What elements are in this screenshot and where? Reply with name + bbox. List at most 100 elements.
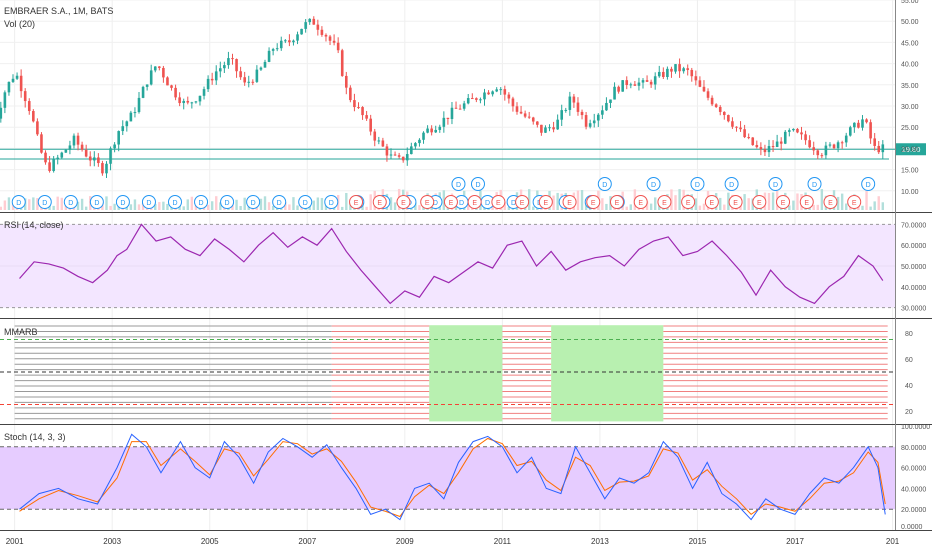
volume-bar [674,195,677,210]
candle-body [349,87,352,101]
earnings-marker [681,195,696,209]
candle-body [446,117,450,119]
volume-bar [727,192,730,210]
candle-body [36,121,39,135]
volume-label: Vol (20) [4,19,36,29]
candle-body [576,102,580,112]
candle-body [235,59,238,72]
candle-body [605,102,608,111]
candle-body [263,61,267,68]
volume-bar [576,190,580,210]
volume-bar [629,204,633,210]
candle-body [133,112,137,114]
volume-bar [11,203,15,210]
dividend-marker [272,195,287,209]
stoch-tick-label: 0.0000 [901,524,923,531]
price-pane[interactable]: DDDDDDDDDDDDDDDDDDDDDDDDDEEEEEEEEEEEEEEE… [0,16,926,210]
candle-body [568,96,572,110]
earnings-marker [491,195,506,209]
candle-body [385,146,389,156]
dividend-marker [115,195,130,209]
volume-bar [162,201,165,210]
candle-body [438,126,442,130]
candle-body [503,89,507,95]
volume-bar [60,197,63,210]
candle-body [523,113,527,117]
candle-body [52,159,55,171]
earnings-marker [799,195,814,209]
candle-body [210,78,214,81]
candle-body [674,64,677,72]
earnings-marker [586,195,601,209]
earnings-marker-label: E [852,200,857,207]
candle-body [763,149,767,153]
x-tick-label: 2007 [298,537,316,546]
dividend-marker-label: D [773,182,778,189]
dividend-marker-label: D [225,200,230,207]
candle-body [129,112,133,122]
candle-body [255,69,259,82]
volume-bar [767,192,771,210]
earnings-marker [728,195,743,209]
candle-body [422,132,425,140]
candle-body [487,92,490,95]
volume-bar [166,203,169,210]
x-tick-label: 2005 [201,537,219,546]
volume-bar [263,196,267,210]
candle-body [19,75,23,92]
mmarb-pane[interactable] [0,325,895,422]
candle-body [68,145,72,150]
symbol-title: EMBRAER S.A., 1M, BATS [4,6,114,16]
volume-bar [345,192,348,210]
candle-body [357,107,360,109]
candle-body [832,144,836,149]
volume-bar [816,204,819,210]
candle-body [153,66,157,71]
earnings-marker-label: E [543,200,548,207]
volume-bar [137,204,141,210]
last-price-tag [896,143,926,156]
volume-bar [414,202,417,210]
volume-bar [503,201,507,210]
candle-body [645,80,649,82]
candle-body [828,144,832,146]
volume-bar [678,189,681,210]
candle-body [170,85,173,88]
volume-bar [645,201,649,210]
candle-body [56,157,60,160]
earnings-marker-label: E [828,200,833,207]
candle-body [783,131,787,144]
volume-bar [312,200,315,210]
volume-bar [316,197,320,210]
volume-bar [747,198,750,210]
stoch-title: Stoch (14, 3, 3) [4,432,66,442]
dividend-marker-label: D [866,182,871,189]
candle-body [389,154,393,156]
mmarb-green-zone [551,325,664,422]
volume-bar [605,203,608,210]
stoch-pane[interactable] [0,433,895,521]
rsi-tick-label: 50.0000 [901,264,926,271]
candle-body [137,97,141,113]
earnings-marker-label: E [449,200,454,207]
earnings-marker [752,195,767,209]
volume-bar [865,191,868,210]
earnings-marker [562,195,577,209]
dividend-marker-label: D [68,200,73,207]
candle-body [649,81,653,85]
candle-body [881,144,885,153]
candle-body [271,49,275,51]
dividend-marker-label: D [199,200,204,207]
candle-body [844,135,848,143]
dividend-marker [861,177,876,191]
candle-body [377,140,381,142]
rsi-pane[interactable] [0,223,895,309]
stoch-d-line [19,437,886,518]
candle-body [727,115,730,122]
earnings-marker [538,195,553,209]
volume-bar [259,198,263,210]
dividend-marker-label: D [433,200,438,207]
candle-body [340,50,344,76]
mmarb-tick-label: 80 [905,331,913,338]
